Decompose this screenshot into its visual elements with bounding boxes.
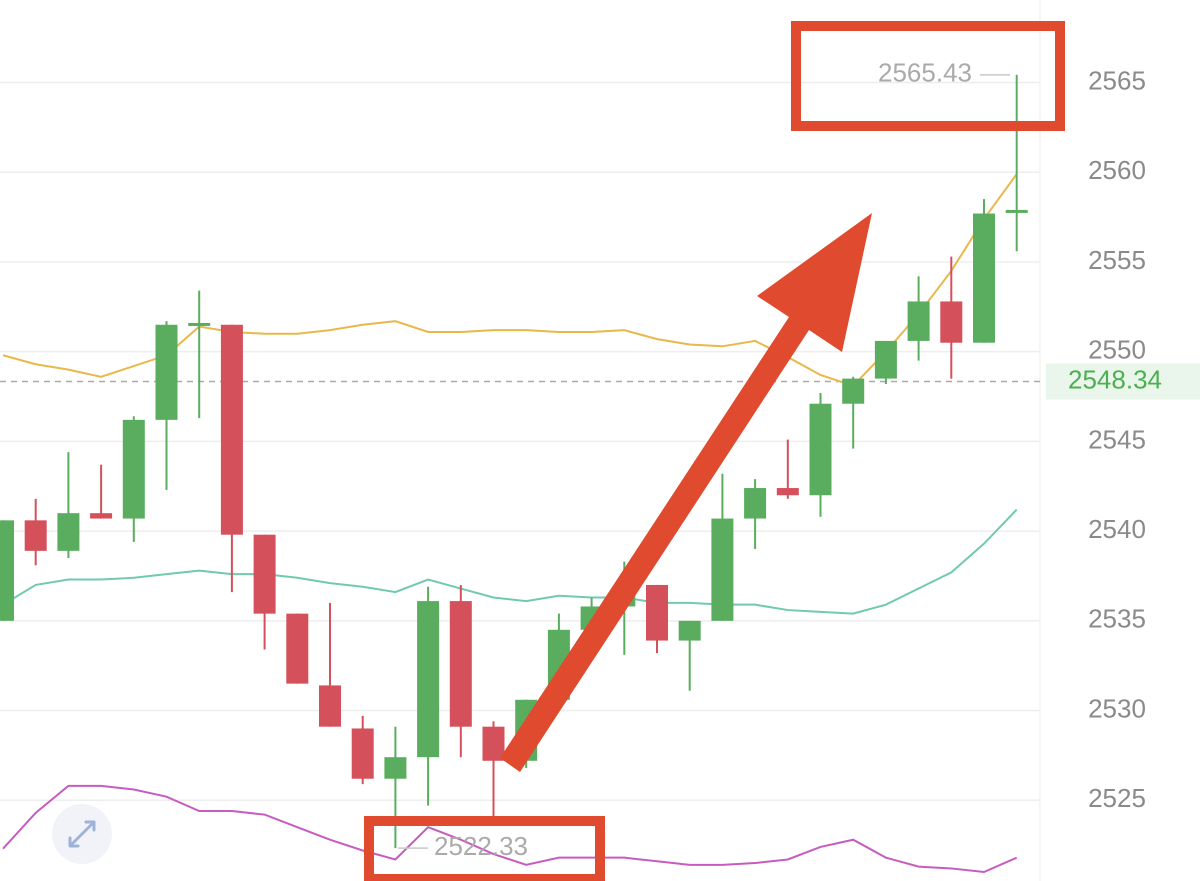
y-tick-label: 2560 <box>1088 155 1146 185</box>
candle-body <box>0 520 14 621</box>
candle-body <box>678 620 701 641</box>
labels: 2525 2530 2535 2540 2545 2550 2555 2560 2565 2548… <box>398 58 1200 861</box>
y-tick-label: 2535 <box>1088 604 1146 634</box>
indicator-lines <box>2 173 1018 874</box>
candle-body <box>744 488 767 519</box>
candle-body <box>940 301 963 343</box>
highlight-box-min <box>364 816 605 881</box>
candle-body <box>286 613 309 684</box>
min-label: 2522.33 <box>434 831 528 861</box>
candle-body <box>57 513 80 551</box>
indicator-line <box>2 508 1018 615</box>
candle-body <box>188 322 211 326</box>
y-tick-label: 2550 <box>1088 335 1146 365</box>
y-tick-label: 2565 <box>1088 65 1146 95</box>
candle-body <box>351 728 374 779</box>
candle-body <box>711 518 734 621</box>
candle-body <box>449 601 472 727</box>
candle-body <box>384 757 407 779</box>
candle-body <box>90 513 113 519</box>
expand-button[interactable] <box>52 804 112 864</box>
last-price-badge <box>1046 363 1200 400</box>
candle-body <box>417 601 440 758</box>
candle-body <box>122 419 145 519</box>
max-label: 2565.43 <box>878 58 972 88</box>
indicator-line <box>2 784 1018 874</box>
candles <box>0 74 1028 849</box>
candle-body <box>776 488 799 496</box>
candle-body <box>220 324 243 535</box>
candle-body <box>809 403 832 496</box>
y-tick-label: 2540 <box>1088 514 1146 544</box>
indicator-line <box>2 173 1018 387</box>
trend-arrow <box>500 213 872 772</box>
candle-body <box>482 726 505 761</box>
y-tick-label: 2555 <box>1088 245 1146 275</box>
candle-body <box>253 534 276 614</box>
last-price-label: 2548.34 <box>1068 364 1162 394</box>
y-tick-label: 2525 <box>1088 783 1146 813</box>
candle-body <box>973 213 995 343</box>
candle-body <box>155 324 178 420</box>
candle-body <box>319 685 341 727</box>
candle-body <box>874 340 897 379</box>
candle-body <box>842 378 865 404</box>
candle-body <box>1005 209 1028 213</box>
candle-body <box>907 301 930 341</box>
highlight-box-max <box>791 21 1065 131</box>
candle-body <box>646 584 668 641</box>
candle-body <box>24 520 47 551</box>
y-tick-label: 2530 <box>1088 693 1146 723</box>
y-tick-label: 2545 <box>1088 424 1146 454</box>
